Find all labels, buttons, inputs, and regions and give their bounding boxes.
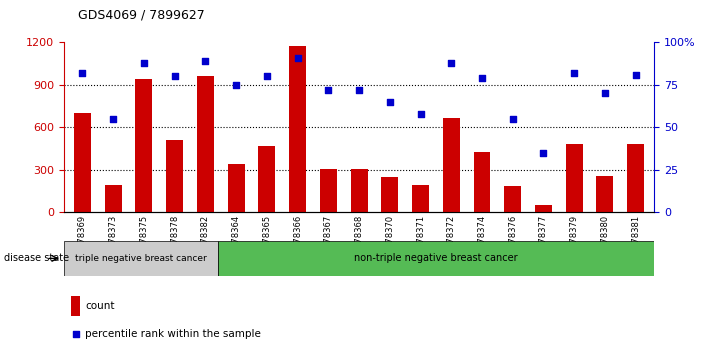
Bar (218, 241, 654, 276)
Point (169, 74, 181, 79)
Bar (351, 169, 368, 212)
Bar (289, 46, 306, 212)
Bar (228, 164, 245, 212)
Point (353, 87, 365, 93)
Bar (74, 113, 91, 212)
Point (70, 332, 81, 337)
Bar (627, 144, 644, 212)
Bar (258, 146, 275, 212)
Bar (474, 152, 491, 212)
Text: disease state: disease state (4, 253, 69, 263)
Point (230, 82, 242, 88)
Bar (197, 76, 214, 212)
Bar (504, 186, 521, 212)
Point (446, 60, 457, 66)
Bar (443, 118, 460, 212)
Bar (412, 185, 429, 212)
Text: percentile rank within the sample: percentile rank within the sample (85, 330, 261, 339)
Text: GDS4069 / 7899627: GDS4069 / 7899627 (78, 8, 205, 21)
Bar (320, 169, 337, 212)
Bar (535, 205, 552, 212)
Point (77, 70, 88, 76)
Bar (136, 79, 152, 212)
Bar (166, 140, 183, 212)
Bar (381, 177, 398, 212)
Text: triple negative breast cancer: triple negative breast cancer (75, 254, 207, 263)
Point (476, 75, 488, 81)
Bar (105, 185, 122, 212)
Bar (64, 241, 218, 276)
Point (507, 116, 518, 122)
Bar (597, 176, 614, 212)
Point (292, 55, 304, 61)
Point (630, 72, 641, 78)
Point (569, 70, 580, 76)
Point (538, 150, 549, 156)
Point (138, 60, 149, 66)
Point (323, 87, 334, 93)
Text: non-triple negative breast cancer: non-triple negative breast cancer (354, 253, 518, 263)
Point (107, 116, 119, 122)
Point (599, 91, 611, 96)
Point (415, 111, 426, 117)
Point (261, 74, 272, 79)
Point (200, 58, 211, 64)
Point (384, 99, 395, 105)
Text: count: count (85, 301, 114, 311)
Bar (71, 296, 80, 316)
Bar (566, 144, 582, 212)
